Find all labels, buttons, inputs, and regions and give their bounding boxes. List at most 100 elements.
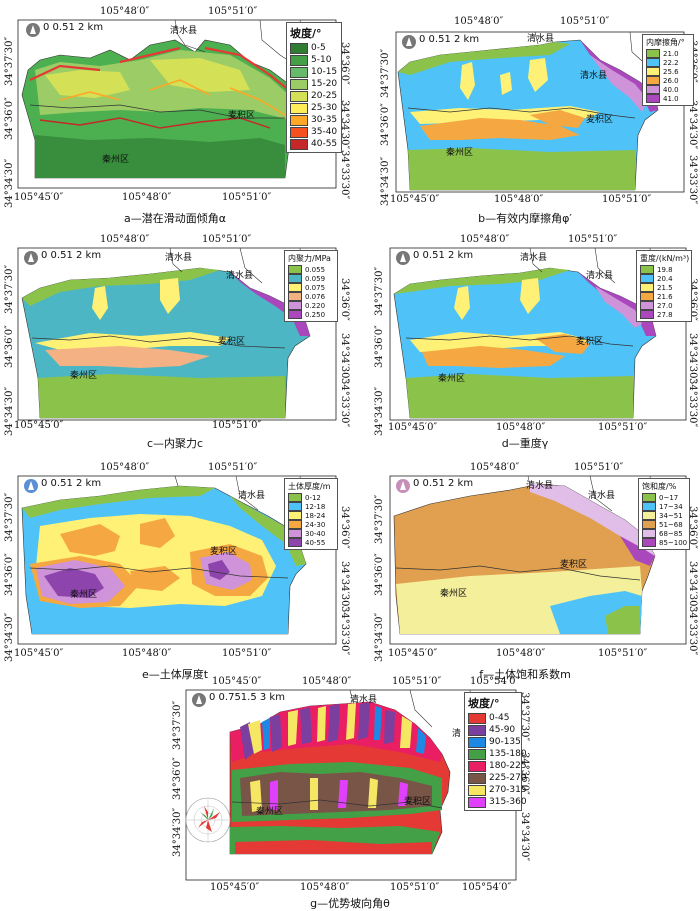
- lat-label-left-3730: 34°37′30″: [374, 266, 385, 316]
- legend-item: 0.076: [288, 292, 334, 301]
- place-qinzhou: 秦州区: [256, 807, 284, 817]
- legend-label: 5-10: [311, 55, 332, 65]
- map-g-graphics: [185, 689, 517, 881]
- scale-bar-f: 0 0.51 2 km: [413, 478, 474, 489]
- legend-item: 0-5: [290, 42, 338, 54]
- north-arrow-icon: [396, 251, 410, 265]
- legend-item: 22.2: [646, 58, 690, 67]
- legend-label: 34~51: [659, 511, 683, 520]
- scale-bar-a: 0 0.51 2 km: [43, 22, 104, 33]
- scale-bar-d: 0 0.51 2 km: [413, 250, 474, 261]
- lon-label-bottom-51: 105°51′0″: [390, 882, 440, 893]
- scale-bar-c: 0 0.51 2 km: [41, 250, 102, 261]
- legend-c: 内聚力/MPa 0.055 0.059 0.075 0.076 0.220 0.250: [284, 250, 338, 322]
- legend-label: 180-225: [489, 761, 527, 771]
- legend-swatch: [288, 520, 302, 529]
- lon-label-bottom-48: 105°48′0″: [122, 192, 172, 203]
- legend-title: 土体厚度/m: [288, 482, 331, 491]
- caption-a: a—潜在滑动面倾角α: [124, 212, 226, 225]
- legend-swatch: [642, 520, 656, 529]
- legend-swatch: [468, 736, 486, 748]
- legend-item: 315-360: [468, 796, 527, 808]
- lon-label-bottom-45: 105°45′0″: [14, 648, 64, 659]
- lon-label-top-54: 105°54′0″: [470, 676, 520, 687]
- map-b-graphics: [395, 31, 685, 193]
- lat-label-right-3330: 34°33′30″: [339, 378, 350, 428]
- legend-label: 90-135: [489, 737, 521, 747]
- legend-label: 27.0: [657, 301, 673, 310]
- north-arrow-icon: [24, 251, 38, 265]
- legend-swatch: [288, 292, 302, 301]
- lat-label-left-3730: 34°37′30″: [172, 700, 183, 750]
- legend-swatch: [288, 274, 302, 283]
- legend-swatch: [290, 90, 308, 102]
- legend-label: 21.0: [663, 49, 679, 58]
- lat-label-right-3330: 34°33′30″: [339, 150, 350, 200]
- lat-label-right-3430: 34°34′30″: [687, 561, 698, 611]
- legend-swatch: [288, 502, 302, 511]
- north-arrow-icon: [24, 479, 38, 493]
- lon-label-bottom-48: 105°48′0″: [496, 422, 546, 433]
- legend-label: 270-315: [489, 785, 527, 795]
- lon-label-bottom-45: 105°45′0″: [388, 648, 438, 659]
- lon-label-top-51: 105°51′0″: [208, 462, 258, 473]
- place-qingshui: 清水县: [520, 253, 548, 263]
- legend-swatch: [288, 511, 302, 520]
- legend-swatch: [288, 265, 302, 274]
- lon-label-bottom-48: 105°48′0″: [122, 648, 172, 659]
- lon-label-top-48: 105°48′0″: [470, 462, 520, 473]
- panel-d: 0 0.51 2 km 105°48′0″ 105°51′0″ 105°45′0…: [350, 228, 700, 456]
- lon-label-bottom-51: 105°51′0″: [222, 648, 272, 659]
- lon-label-top-51: 105°51′0″: [574, 462, 624, 473]
- lat-label-left-3430: 34°34′30″: [374, 612, 385, 662]
- lat-label-right-3600: 34°36′0″: [339, 278, 350, 321]
- legend-item: 20-25: [290, 90, 338, 102]
- panel-g: 0 0.751.5 3 km 105°45′0″ 105°48′0″ 105°5…: [170, 676, 530, 911]
- legend-label: 68~85: [659, 529, 683, 538]
- lat-label-left-3600: 34°36′0″: [380, 103, 391, 146]
- place-maiji: 麦积区: [576, 337, 604, 347]
- legend-swatch: [640, 301, 654, 310]
- legend-swatch: [642, 511, 656, 520]
- legend-label: 0.075: [305, 283, 326, 292]
- lon-label-bottom-54: 105°54′0″: [462, 882, 512, 893]
- legend-item: 34~51: [642, 511, 686, 520]
- legend-item: 35-40: [290, 126, 338, 138]
- legend-label: 17~34: [659, 502, 683, 511]
- legend-label: 41.0: [663, 94, 679, 103]
- legend-label: 27.8: [657, 310, 673, 319]
- legend-item: 90-135: [468, 736, 521, 748]
- lat-label-left-3600: 34°36′0″: [4, 97, 15, 140]
- lat-label-left-3430: 34°34′30″: [380, 156, 391, 206]
- north-arrow-icon: [402, 35, 416, 49]
- legend-label: 315-360: [489, 797, 527, 807]
- legend-label: 135-180: [489, 749, 527, 759]
- lat-label-right-3600: 34°36′0″: [339, 506, 350, 549]
- legend-swatch: [646, 85, 660, 94]
- legend-item: 0.055: [288, 265, 334, 274]
- legend-label: 0-12: [305, 493, 321, 502]
- caption-c: c—内聚力c: [146, 437, 204, 450]
- map-f-graphics: [389, 475, 687, 645]
- lat-label-left-3730: 34°37′30″: [4, 264, 15, 314]
- legend-title: 坡度/°: [290, 27, 322, 40]
- lon-label-top-48: 105°48′0″: [454, 16, 504, 27]
- panel-a: 0 0.51 2 km 105°48′0″ 105°51′0″ 105°45′0…: [0, 0, 350, 228]
- legend-item: 0.075: [288, 283, 334, 292]
- place-qinzhou: 秦州区: [70, 371, 98, 381]
- legend-item: 41.0: [646, 94, 690, 103]
- lat-label-left-3430: 34°34′30″: [374, 386, 385, 436]
- lon-label-bottom-51: 105°51′0″: [212, 420, 262, 431]
- legend-title: 内摩擦角/°: [646, 38, 685, 47]
- legend-d: 重度/(kN/m³) 19.8 20.4 21.5 21.6 27.0 27.8: [636, 250, 692, 322]
- map-d-graphics: [389, 247, 687, 421]
- place-qingshui: 清水县: [165, 253, 193, 263]
- lon-label-top-51: 105°51′0″: [568, 234, 618, 245]
- place-maiji: 麦积区: [228, 111, 256, 121]
- legend-swatch: [640, 265, 654, 274]
- legend-label: 30-35: [311, 115, 338, 125]
- legend-item: 0.250: [288, 310, 334, 319]
- legend-label: 12-18: [305, 502, 326, 511]
- lat-label-right-3330: 34°33′30″: [687, 378, 698, 428]
- legend-e: 土体厚度/m 0-12 12-18 18-24 24-30 30-40 40-55: [284, 478, 338, 550]
